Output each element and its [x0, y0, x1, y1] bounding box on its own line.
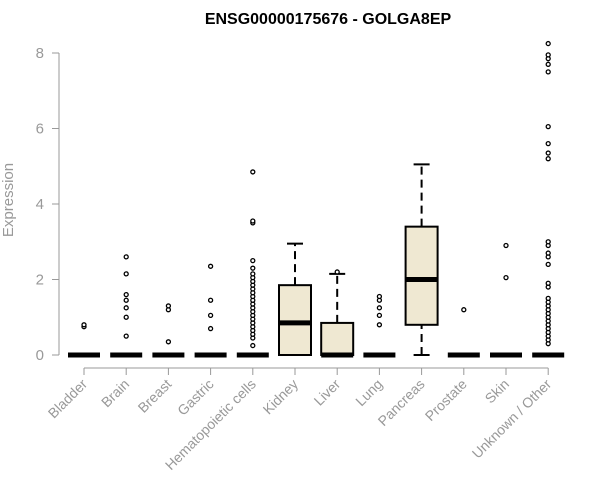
outlier-point	[545, 250, 551, 256]
y-tick-label: 2	[36, 272, 44, 289]
outlier-point	[165, 339, 172, 345]
outlier-point	[207, 297, 214, 303]
box-brain	[110, 254, 143, 358]
y-tick-label: 4	[36, 196, 44, 213]
outlier-point	[545, 261, 551, 268]
outlier-point	[545, 150, 551, 156]
outlier-point	[545, 156, 551, 162]
box-breast	[152, 303, 185, 358]
outlier-point	[376, 322, 383, 328]
x-tick-label: Lung	[352, 376, 385, 409]
box-lung	[363, 293, 396, 358]
box-iqr	[278, 284, 312, 357]
box-liver	[320, 269, 355, 358]
outlier-point	[545, 61, 551, 67]
box-iqr	[404, 225, 439, 326]
outlier-point	[503, 242, 509, 249]
outlier-point	[250, 257, 256, 264]
y-tick-label: 0	[36, 347, 44, 364]
y-tick-label: 8	[36, 45, 44, 62]
x-tick-label: Breast	[135, 376, 175, 416]
outlier-point	[376, 293, 383, 300]
x-tick-label: Liver	[311, 376, 344, 409]
y-axis-label: Expression	[0, 163, 17, 237]
box-kidney	[278, 242, 312, 357]
box-prostate	[447, 307, 480, 358]
box-hematopoietic-cells	[236, 169, 269, 358]
outlier-point	[250, 169, 256, 175]
outlier-point	[123, 297, 129, 303]
outlier-point	[123, 305, 129, 311]
x-tick-label: Prostate	[422, 376, 470, 424]
outlier-point	[123, 291, 129, 298]
outlier-point	[250, 218, 256, 224]
y-tick-label: 6	[36, 121, 44, 138]
x-tick-label: Skin	[482, 376, 513, 407]
outlier-point	[207, 312, 214, 319]
outlier-point	[250, 342, 256, 349]
outlier-point	[545, 239, 551, 245]
chart-title: ENSG00000175676 - GOLGA8EP	[205, 11, 452, 28]
box-iqr	[320, 321, 355, 357]
outlier-point	[207, 263, 214, 269]
boxes-layer	[68, 40, 565, 358]
outlier-point	[250, 265, 256, 271]
outlier-point	[165, 303, 172, 309]
box-skin	[490, 242, 522, 358]
box-pancreas	[404, 163, 439, 356]
outlier-point	[545, 280, 551, 286]
box-gastric	[194, 263, 227, 358]
x-tick-label: Kidney	[260, 376, 302, 418]
x-tick-label: Bladder	[45, 376, 91, 422]
outlier-point	[123, 271, 129, 277]
x-tick-label: Pancreas	[375, 376, 428, 429]
box-bladder	[68, 322, 100, 358]
outlier-point	[123, 314, 129, 320]
outlier-point	[123, 333, 129, 339]
outlier-point	[545, 295, 551, 302]
outlier-point	[376, 305, 383, 311]
outlier-point	[250, 271, 256, 277]
outlier-point	[461, 307, 467, 313]
outlier-point	[376, 312, 383, 319]
outlier-point	[545, 123, 551, 130]
x-tick-label: Unknown / Other	[469, 376, 555, 462]
y-axis: 0 2 4 6 8	[36, 45, 60, 364]
outlier-point	[545, 52, 551, 58]
outlier-point	[545, 40, 551, 47]
outlier-point	[123, 254, 129, 260]
outlier-point	[334, 269, 340, 275]
outlier-point	[81, 322, 87, 328]
x-tick-label: Brain	[98, 376, 132, 410]
outlier-point	[207, 325, 214, 332]
outlier-point	[545, 140, 551, 147]
outlier-point	[503, 274, 509, 281]
outlier-point	[545, 69, 551, 75]
box-unknown-other	[532, 40, 565, 358]
